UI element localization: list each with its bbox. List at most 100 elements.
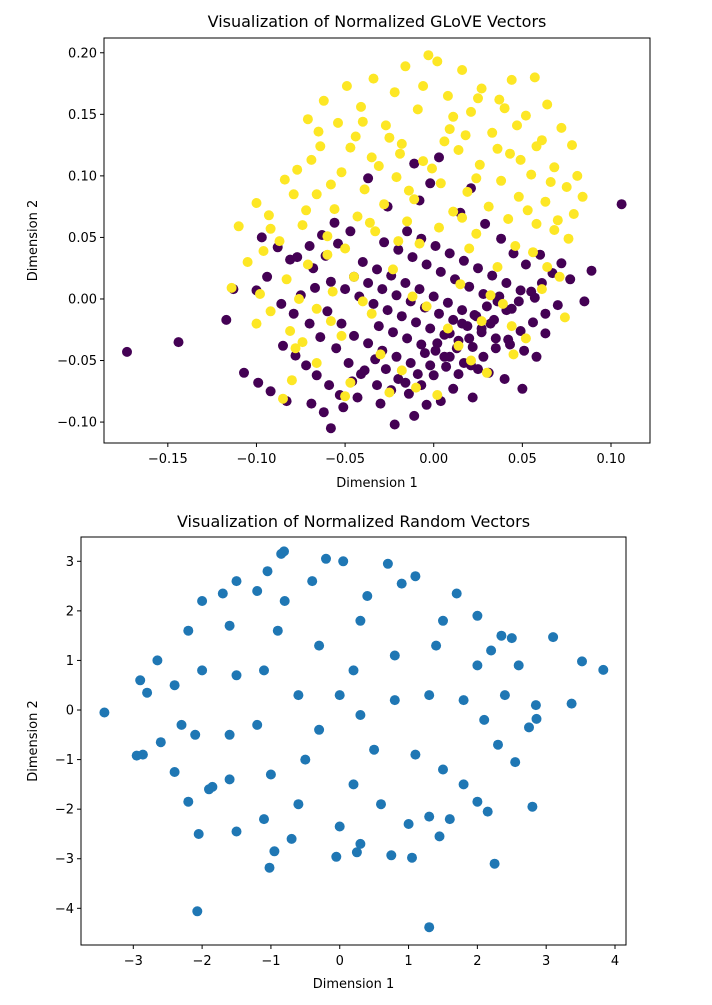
scatter-point [529, 72, 540, 83]
scatter-point [421, 301, 432, 312]
scatter-point [435, 266, 446, 277]
scatter-point [281, 274, 292, 285]
y-tick-label: 0 [66, 704, 74, 719]
scatter-point [341, 81, 352, 91]
x-tick-label: −0.05 [325, 452, 365, 467]
x-tick-label: 0.05 [508, 452, 537, 467]
scatter-point [336, 330, 347, 341]
scatter-point [302, 259, 313, 270]
scatter-point [352, 211, 363, 222]
scatter-point [396, 578, 407, 589]
scatter-point [403, 185, 414, 196]
scatter-point [453, 145, 464, 155]
scatter-point [396, 138, 407, 149]
scatter-point [293, 690, 304, 701]
scatter-point [403, 819, 414, 829]
scatter-point [391, 351, 402, 362]
scatter-point [197, 596, 208, 606]
scatter-point [471, 173, 482, 184]
scatter-point [490, 333, 501, 344]
scatter-point [253, 377, 264, 388]
scatter-point [410, 749, 421, 760]
y-tick-label: −0.10 [57, 416, 97, 431]
scatter-point [545, 177, 556, 187]
scatter-point [262, 271, 273, 282]
scatter-point [425, 323, 436, 334]
scatter-point [471, 228, 482, 239]
scatter-point [306, 398, 317, 409]
y-tick-label: 0.15 [68, 108, 97, 123]
scatter-point [531, 141, 542, 152]
scatter-point [402, 333, 413, 344]
scatter-point [325, 423, 336, 434]
scatter-point [528, 247, 538, 258]
scatter-point [407, 291, 418, 302]
x-axis-label: Dimension 1 [336, 476, 418, 491]
scatter-point [265, 386, 276, 397]
scatter-point [531, 713, 542, 724]
scatter-point [366, 152, 377, 163]
scatter-point [265, 306, 276, 317]
scatter-point [476, 83, 487, 94]
scatter-point [262, 566, 273, 577]
scatter-point [357, 257, 368, 267]
scatter-point [529, 292, 540, 303]
scatter-point [338, 556, 349, 567]
scatter-point [338, 402, 349, 413]
scatter-point [302, 114, 313, 125]
scatter-point [556, 122, 567, 133]
scatter-point [263, 210, 274, 221]
scatter-point [368, 298, 379, 309]
scatter-point [169, 680, 180, 691]
scatter-point [556, 258, 567, 269]
scatter-point [329, 217, 340, 228]
scatter-point [333, 117, 343, 128]
chart-title: Visualization of Normalized GLoVE Vector… [208, 12, 547, 31]
scatter-point [324, 380, 335, 391]
scatter-point [496, 630, 507, 641]
scatter-point [322, 306, 333, 317]
scatter-point [272, 625, 283, 636]
scatter-point [349, 330, 359, 341]
scatter-point [373, 321, 384, 332]
scatter-point [464, 333, 475, 344]
axes-frame [80, 536, 627, 946]
scatter-point [384, 132, 395, 143]
scatter-point [252, 586, 263, 596]
scatter-point [503, 214, 514, 224]
scatter-point [255, 289, 265, 299]
scatter-point [418, 156, 429, 167]
scatter-point [448, 111, 459, 122]
scatter-point [501, 278, 512, 288]
scatter-point [393, 244, 404, 255]
scatter-point [372, 380, 382, 391]
scatter-point [476, 327, 487, 338]
scatter-point [522, 205, 533, 216]
scatter-point [190, 729, 201, 740]
scatter-point [301, 205, 312, 216]
scatter-point [400, 61, 411, 72]
scatter-point [494, 94, 505, 105]
y-tick-label: 3 [66, 555, 74, 570]
scatter-point [359, 365, 370, 376]
scatter-point [598, 664, 609, 675]
scatter-point [540, 308, 551, 319]
scatter-point [442, 90, 453, 101]
scatter-point [286, 833, 297, 844]
scatter-point [482, 806, 493, 817]
scatter-point [549, 162, 560, 173]
scatter-point [462, 321, 473, 332]
axes-frame [103, 37, 651, 444]
scatter-point [431, 640, 442, 651]
scatter-point [226, 282, 237, 293]
x-tick-label: −0.15 [148, 452, 188, 467]
x-axis-label: Dimension 1 [313, 977, 395, 992]
scatter-point [490, 343, 501, 354]
scatter-point [183, 625, 194, 636]
x-tick-label: 2 [473, 954, 481, 969]
scatter-point [343, 358, 354, 368]
scatter-point [499, 690, 510, 701]
scatter-point [333, 238, 343, 249]
scatter-point [388, 264, 398, 275]
scatter-point [483, 201, 494, 212]
